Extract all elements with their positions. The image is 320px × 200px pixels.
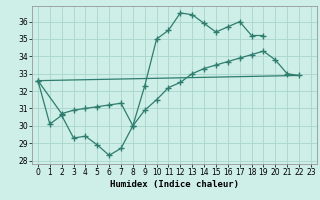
X-axis label: Humidex (Indice chaleur): Humidex (Indice chaleur) [110,180,239,189]
